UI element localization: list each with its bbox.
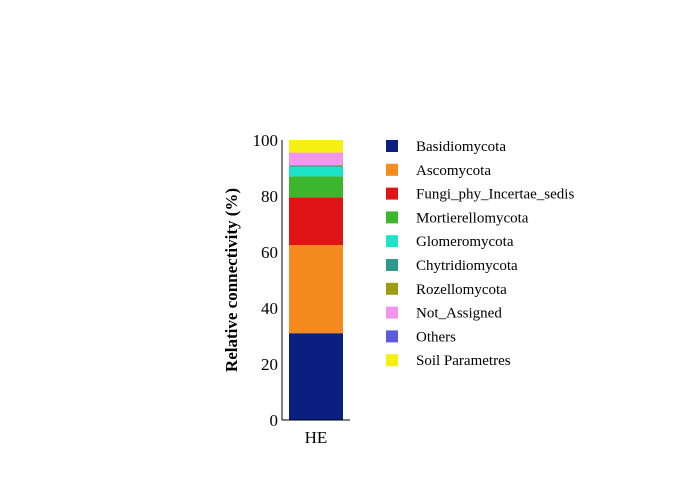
bar-segment-fungi-phy-incertae-sedis bbox=[289, 197, 343, 245]
y-tick-label: 60 bbox=[261, 243, 278, 262]
legend-label: Others bbox=[416, 329, 456, 345]
legend-swatch bbox=[386, 211, 398, 224]
legend-swatch bbox=[386, 282, 398, 295]
x-tick-label: HE bbox=[305, 428, 328, 447]
legend-swatch bbox=[386, 235, 398, 248]
legend-label: Rozellomycota bbox=[416, 282, 507, 298]
legend-label: Fungi_phy_Incertae_sedis bbox=[416, 187, 574, 203]
bar-segment-glomeromycota bbox=[289, 166, 343, 177]
legend-label: Chytridiomycota bbox=[416, 258, 518, 274]
bar-segment-basidiomycota bbox=[289, 333, 343, 420]
legend-label: Not_Assigned bbox=[416, 306, 502, 322]
legend-swatch bbox=[386, 330, 398, 343]
y-tick-label: 0 bbox=[270, 411, 279, 430]
bar-segment-ascomycota bbox=[289, 245, 343, 334]
legend-swatch bbox=[386, 187, 398, 200]
legend-swatch bbox=[386, 163, 398, 176]
x-ticks: HE bbox=[305, 428, 328, 447]
y-ticks: 0 20 40 60 80 100 bbox=[253, 131, 279, 430]
bar-stack bbox=[289, 140, 343, 420]
y-tick-label: 80 bbox=[261, 187, 278, 206]
bar-segment-not-assigned bbox=[289, 152, 343, 165]
legend-label: Mortierellomycota bbox=[416, 210, 529, 226]
bar-segment-soil-parametres bbox=[289, 140, 343, 153]
legend-swatch bbox=[386, 354, 398, 367]
y-tick-label: 20 bbox=[261, 355, 278, 374]
bar-segment-chytridiomycota bbox=[289, 165, 343, 167]
legend-label: Ascomycota bbox=[416, 163, 491, 179]
legend-swatch bbox=[386, 306, 398, 319]
legend-swatch bbox=[386, 259, 398, 271]
legend-swatch bbox=[386, 140, 398, 152]
legend-label: Soil Parametres bbox=[416, 353, 511, 369]
legend: Basidiomycota Ascomycota Fungi_phy_Incerta… bbox=[386, 139, 574, 369]
legend-label: Basidiomycota bbox=[416, 139, 506, 155]
legend-label: Glomeromycota bbox=[416, 234, 514, 250]
y-tick-label: 100 bbox=[253, 131, 279, 150]
bar-segment-mortierellomycota bbox=[289, 176, 343, 198]
y-tick-label: 40 bbox=[261, 299, 278, 318]
bar-segment-rozellomycota bbox=[289, 164, 343, 166]
y-axis-title: Relative connectivity (%) bbox=[222, 188, 241, 372]
